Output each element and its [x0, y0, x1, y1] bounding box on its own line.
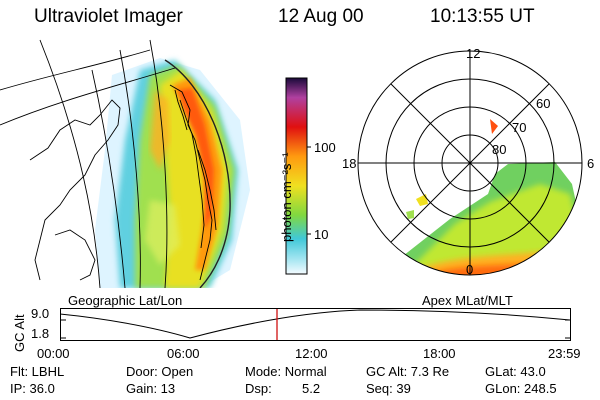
time-tick-0600: 06:00 — [167, 346, 200, 361]
geographic-caption: Geographic Lat/Lon — [68, 293, 183, 308]
colorbar-scale — [285, 77, 308, 275]
polar-grid — [357, 50, 583, 276]
time-label: 10:13:55 UT — [430, 6, 535, 27]
altitude-axis-label: GC Alt — [12, 314, 27, 352]
lat-label-70: 70 — [512, 120, 526, 135]
dsp-label: Dsp: — [245, 381, 272, 396]
time-tick-0000: 00:00 — [37, 346, 70, 361]
date-label: 12 Aug 00 — [278, 6, 364, 27]
door-status: Door: Open — [126, 364, 194, 379]
glat-status: GLat: 43.0 — [485, 364, 546, 379]
colorbar-unit-label: photon cm⁻²s⁻¹ — [279, 152, 294, 242]
dsp-value: 5.2 — [302, 381, 321, 396]
seq-status: Seq: 39 — [366, 381, 411, 396]
polar-plot: 12 18 6 0 60 70 80 — [342, 46, 594, 277]
gain-status: Gain: 13 — [126, 381, 176, 396]
mlt-label-12: 12 — [466, 46, 480, 61]
glon-status: GLon: 248.5 — [485, 381, 557, 396]
mode-status: Mode: Normal — [245, 364, 327, 379]
ip-status: IP: 36.0 — [10, 381, 55, 396]
instrument-title: Ultraviolet Imager — [34, 6, 183, 27]
filter-status: Flt: LBHL — [10, 364, 65, 379]
time-tick-1200: 12:00 — [295, 346, 328, 361]
altitude-trace — [60, 309, 571, 339]
colorbar — [285, 77, 311, 275]
colorbar-tick-100: 100 — [314, 140, 336, 155]
time-tick-1800: 18:00 — [423, 346, 456, 361]
apex-caption: Apex MLat/MLT — [422, 293, 513, 308]
time-tick-2359: 23:59 — [548, 346, 581, 361]
mlt-label-18: 18 — [342, 156, 356, 171]
mlt-label-0: 0 — [466, 262, 473, 277]
colorbar-tick-10: 10 — [314, 227, 329, 242]
altitude-plot-frame — [60, 308, 571, 341]
altitude-plot — [60, 308, 571, 341]
geographic-image — [0, 39, 250, 288]
polar-emission — [380, 119, 582, 275]
gc-alt-status: GC Alt: 7.3 Re — [366, 364, 450, 379]
mlt-label-6: 6 — [587, 156, 594, 171]
altitude-tick-9: 9.0 — [31, 306, 50, 321]
lat-label-60: 60 — [536, 96, 550, 111]
altitude-tick-1-8: 1.8 — [31, 326, 50, 341]
lat-label-80: 80 — [492, 142, 506, 157]
